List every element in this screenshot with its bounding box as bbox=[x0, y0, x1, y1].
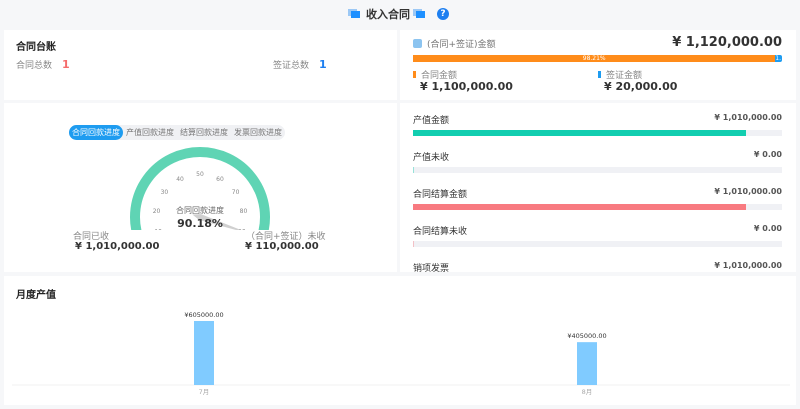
gauge-tick-label: 70 bbox=[232, 189, 240, 196]
breakdown-row: 合同结算未收 ¥ 0.00 bbox=[413, 224, 782, 247]
total-progress-bar: 98.21% 1. bbox=[413, 55, 782, 62]
visa-share-label: 1. bbox=[775, 55, 781, 62]
unreceived-amount: ¥ 110,000.00 bbox=[245, 241, 319, 252]
breakdown-row: 产值金额 ¥ 1,010,000.00 bbox=[413, 113, 782, 136]
contract-amount-label: 合同金额 bbox=[421, 71, 458, 81]
page-header: 收入合同 ? bbox=[0, 0, 800, 28]
breakdown-fill bbox=[413, 130, 746, 136]
breakdown-label: 合同结算金额 bbox=[413, 190, 468, 200]
gauge-tabs: 合同回款进度 产值回款进度 结算回款进度 发票回款进度 bbox=[69, 125, 285, 140]
bar-data-label: ¥605000.00 bbox=[184, 311, 223, 319]
chart-title: 月度产值 bbox=[16, 290, 56, 301]
tab-contract-collection[interactable]: 合同回款进度 bbox=[69, 125, 123, 140]
contract-count-label: 合同总数 bbox=[16, 61, 53, 71]
breakdown-row: 产值未收 ¥ 0.00 bbox=[413, 150, 782, 173]
breakdown-value: ¥ 1,010,000.00 bbox=[714, 261, 782, 270]
total-amount: ¥ 1,120,000.00 bbox=[672, 35, 782, 50]
x-tick-label: 7月 bbox=[199, 388, 210, 396]
breakdown-card: 产值金额 ¥ 1,010,000.00 产值未收 ¥ 0.00 合同结算金额 ¥ 1,… bbox=[400, 103, 796, 321]
contract-count: 1 bbox=[62, 58, 70, 71]
breakdown-fill bbox=[413, 204, 746, 210]
visa-amount: ¥ 20,000.00 bbox=[604, 80, 678, 93]
breakdown-value: ¥ 0.00 bbox=[753, 224, 782, 233]
decor-icon bbox=[351, 10, 360, 18]
visa-count-label: 签证总数 bbox=[273, 61, 310, 71]
ledger-card: 合同台账 合同总数 1 签证总数 1 bbox=[4, 30, 397, 100]
breakdown-track bbox=[413, 204, 782, 210]
breakdown-label: 产值未收 bbox=[413, 153, 450, 163]
contract-marker-icon bbox=[413, 71, 416, 78]
gauge-tick-label: 50 bbox=[196, 171, 204, 178]
gauge-chart: 0102030405060708090100 bbox=[130, 147, 270, 230]
breakdown-track bbox=[413, 241, 782, 247]
gauge-arc-mid bbox=[130, 147, 270, 230]
bar-data-label: ¥405000.00 bbox=[567, 332, 606, 340]
gauge-tick-label: 80 bbox=[240, 208, 248, 215]
gauge-tick-label: 20 bbox=[153, 208, 161, 215]
gauge-pointer bbox=[192, 214, 241, 230]
tab-invoice-collection[interactable]: 发票回款进度 bbox=[234, 128, 282, 137]
breakdown-label: 合同结算未收 bbox=[413, 227, 468, 237]
contract-share-fill: 98.21% bbox=[413, 55, 776, 62]
tab-settlement-collection[interactable]: 结算回款进度 bbox=[180, 128, 228, 137]
breakdown-row: 合同结算金额 ¥ 1,010,000.00 bbox=[413, 187, 782, 210]
breakdown-value: ¥ 0.00 bbox=[753, 150, 782, 159]
bar[interactable] bbox=[577, 342, 597, 385]
ledger-title: 合同台账 bbox=[16, 42, 56, 53]
x-tick-label: 8月 bbox=[582, 388, 593, 396]
breakdown-value: ¥ 1,010,000.00 bbox=[714, 113, 782, 122]
received-amount: ¥ 1,010,000.00 bbox=[75, 241, 160, 252]
unreceived-label: （合同+签证）未收 bbox=[246, 232, 326, 242]
visa-amount-label: 签证金额 bbox=[606, 71, 643, 81]
total-label: (合同+签证)金额 bbox=[427, 40, 496, 50]
decor-icon bbox=[416, 10, 425, 18]
gauge-tick-label: 40 bbox=[176, 176, 184, 183]
gauge-tick-label: 30 bbox=[161, 189, 169, 196]
monthly-output-card: 月度产值 ¥605000.00 7月 ¥405000.00 8月 bbox=[4, 276, 796, 405]
breakdown-label: 销项发票 bbox=[413, 264, 450, 274]
page-title: 收入合同 bbox=[366, 8, 410, 21]
breakdown-track bbox=[413, 167, 782, 173]
total-card: (合同+签证)金额 ¥ 1,120,000.00 98.21% 1. 合同金额 … bbox=[400, 30, 796, 100]
gauge-tick-label: 60 bbox=[216, 176, 224, 183]
breakdown-fill bbox=[413, 167, 415, 173]
tab-output-collection[interactable]: 产值回款进度 bbox=[126, 128, 174, 137]
gauge-tick-label: 10 bbox=[154, 229, 162, 230]
bar[interactable] bbox=[194, 321, 214, 385]
visa-count: 1 bbox=[319, 58, 327, 71]
breakdown-fill bbox=[413, 241, 415, 247]
monthly-bar-chart: ¥605000.00 7月 ¥405000.00 8月 bbox=[12, 311, 790, 396]
breakdown-track bbox=[413, 130, 782, 136]
gauge-name: 合同回款进度 bbox=[176, 206, 224, 215]
visa-marker-icon bbox=[598, 71, 601, 78]
breakdown-value: ¥ 1,010,000.00 bbox=[714, 187, 782, 196]
filter-icon bbox=[413, 39, 422, 48]
breakdown-label: 产值金额 bbox=[413, 116, 450, 126]
contract-amount: ¥ 1,100,000.00 bbox=[420, 80, 513, 93]
progress-label: 98.21% bbox=[582, 55, 606, 62]
help-icon[interactable]: ? bbox=[437, 8, 449, 20]
gauge-tick-label: 90 bbox=[238, 229, 246, 230]
gauge-value: 90.18% bbox=[177, 217, 223, 230]
received-label: 合同已收 bbox=[73, 232, 110, 242]
